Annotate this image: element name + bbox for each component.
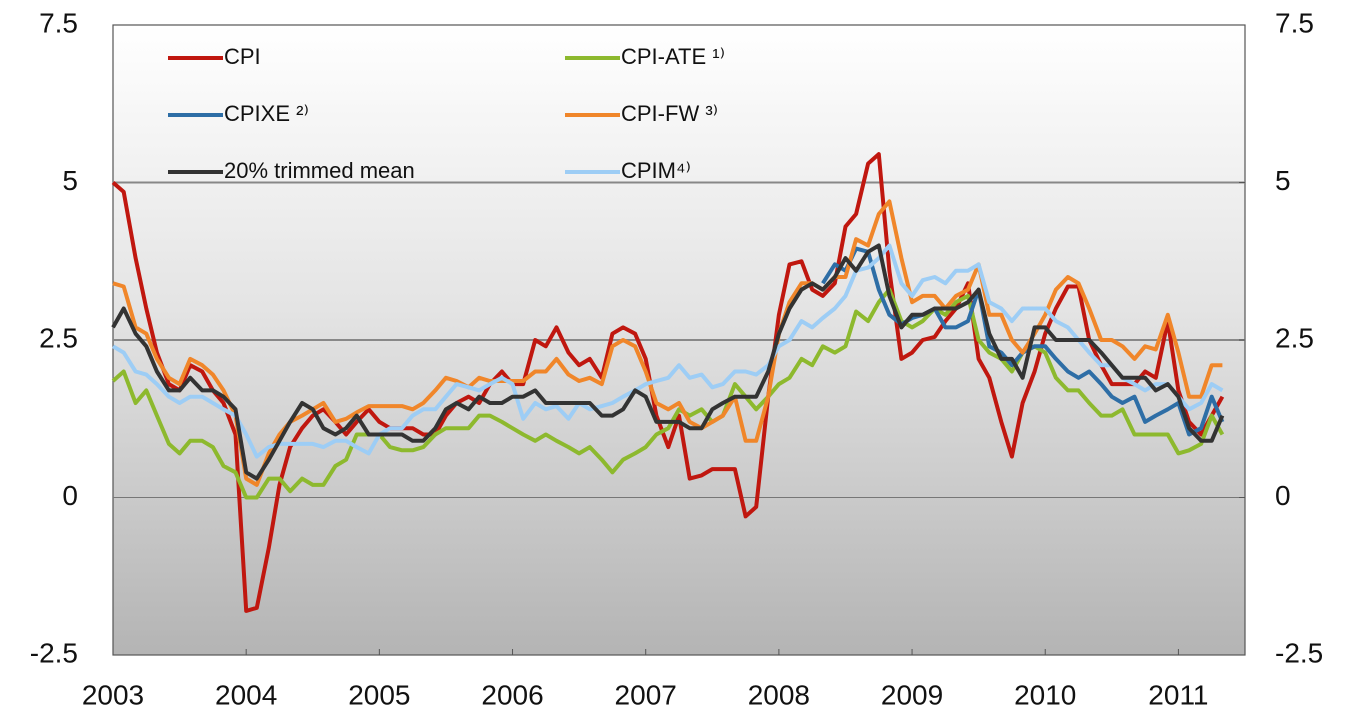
y2-tick-label: -2.5	[1275, 637, 1323, 668]
x-tick-label: 2011	[1148, 679, 1208, 710]
x-tick-label: 2004	[215, 679, 277, 710]
legend-label: CPIXE ²⁾	[224, 101, 309, 126]
y-tick-label: 2.5	[39, 322, 78, 353]
x-tick-label: 2006	[481, 679, 543, 710]
series-line	[111, 287, 1225, 500]
lines	[111, 152, 1225, 613]
x-tick-label: 2007	[615, 679, 677, 710]
y2-tick-label: 0	[1275, 480, 1291, 511]
series-line	[111, 243, 1225, 481]
y-tick-label: -2.5	[30, 637, 78, 668]
x-tick-label: 2010	[1014, 679, 1076, 710]
legend: CPI CPI-ATE ¹⁾ CPIXE ²⁾ CPI-FW ³⁾ 20% trimme…	[168, 44, 725, 183]
series-line	[111, 152, 1225, 613]
legend-label: CPIM⁴⁾	[621, 158, 691, 183]
y2-tick-label: 7.5	[1275, 7, 1314, 38]
y2-tick-label: 2.5	[1275, 322, 1314, 353]
x-tick-label: 2009	[881, 679, 943, 710]
y-tick-label: 7.5	[39, 7, 78, 38]
legend-label: CPI-ATE ¹⁾	[621, 44, 725, 69]
legend-label: CPI	[224, 44, 261, 69]
x-tick-label: 2003	[82, 679, 144, 710]
legend-label: CPI-FW ³⁾	[621, 101, 718, 126]
axes: -2.5 0 2.5 5 7.5 -2.5 0 2.5 5 7.5 2003 2004 2005 2006…	[30, 7, 1324, 710]
legend-label: 20% trimmed mean	[224, 158, 415, 183]
x-tick-label: 2005	[348, 679, 410, 710]
y-tick-label: 0	[62, 480, 78, 511]
series-line	[111, 243, 1224, 459]
y2-tick-label: 5	[1275, 165, 1291, 196]
x-tick-label: 2008	[748, 679, 810, 710]
y-tick-label: 5	[62, 165, 78, 196]
